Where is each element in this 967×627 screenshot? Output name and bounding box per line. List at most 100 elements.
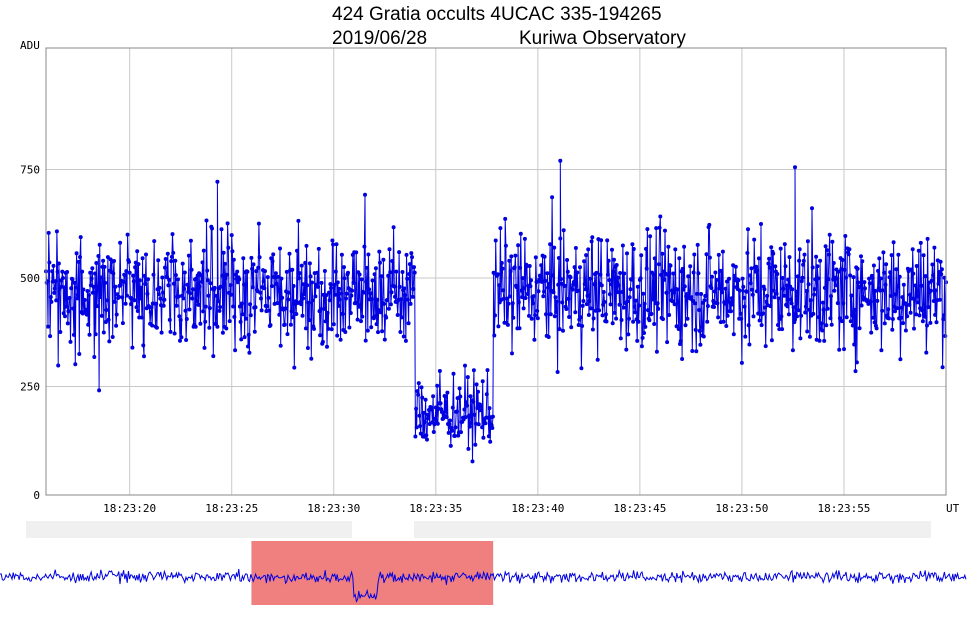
data-point (651, 272, 656, 277)
data-point (765, 293, 770, 298)
data-point (483, 421, 488, 426)
data-point (394, 269, 399, 274)
data-point (416, 392, 421, 397)
data-point (306, 300, 311, 305)
data-point (544, 312, 548, 317)
data-point (135, 249, 140, 254)
data-point (131, 273, 136, 278)
data-point (533, 255, 538, 260)
data-point (322, 306, 327, 311)
data-point (573, 310, 578, 315)
data-point (510, 301, 515, 306)
data-point (172, 331, 177, 336)
data-point (267, 308, 272, 313)
data-point (893, 309, 897, 314)
data-point (901, 282, 906, 287)
data-point (646, 308, 650, 313)
data-point (844, 275, 848, 280)
data-point (99, 313, 104, 318)
data-point (639, 253, 644, 258)
data-point (90, 266, 95, 271)
data-point (246, 344, 250, 349)
data-point (374, 322, 379, 327)
data-point (881, 250, 886, 255)
data-point (216, 299, 221, 304)
data-point (789, 301, 794, 306)
data-point (739, 360, 744, 365)
data-point (639, 344, 644, 349)
data-point (795, 314, 799, 319)
data-point (722, 301, 727, 306)
data-point (73, 362, 78, 367)
data-point (685, 316, 690, 321)
data-point (637, 303, 642, 308)
data-point (94, 261, 99, 265)
data-point (137, 278, 142, 283)
data-point (698, 342, 703, 347)
data-point (207, 306, 212, 311)
data-point (307, 261, 312, 266)
data-point (418, 424, 423, 428)
data-point (177, 314, 182, 319)
data-point (831, 261, 836, 265)
data-point (369, 297, 374, 301)
data-point (75, 296, 80, 301)
data-point (748, 281, 753, 286)
data-point (127, 270, 132, 275)
overview-strip[interactable] (0, 540, 967, 610)
data-point (627, 316, 631, 321)
scrollbar-right[interactable] (414, 521, 931, 538)
data-point (278, 343, 283, 348)
data-point (912, 297, 917, 302)
data-point (806, 282, 811, 287)
data-point (496, 324, 501, 329)
data-point (180, 261, 185, 266)
data-point (799, 279, 804, 284)
data-point (163, 265, 167, 270)
data-point (422, 420, 427, 424)
data-point (763, 344, 768, 349)
data-point (229, 233, 234, 238)
data-point (686, 274, 691, 279)
data-point (327, 290, 331, 295)
data-point (850, 323, 855, 328)
data-point (681, 287, 686, 292)
data-point (507, 258, 512, 263)
data-point (124, 269, 129, 274)
data-point (920, 319, 925, 324)
data-point (125, 232, 130, 237)
data-point (751, 314, 756, 319)
data-point (666, 244, 671, 249)
scrollbar-left[interactable] (26, 521, 352, 538)
data-point (376, 330, 380, 335)
data-point (823, 244, 828, 249)
data-point (437, 369, 442, 373)
data-point (344, 291, 349, 296)
data-point (342, 276, 347, 281)
data-point (97, 242, 102, 247)
data-point (898, 357, 903, 362)
data-point (830, 239, 835, 244)
data-point (50, 269, 55, 274)
overview-selection[interactable] (251, 541, 494, 605)
data-point (501, 288, 506, 293)
data-point (156, 292, 161, 297)
data-point (671, 271, 676, 276)
data-point (105, 298, 110, 303)
data-point (342, 265, 346, 270)
data-point (414, 425, 419, 430)
data-point (882, 270, 887, 275)
data-point (123, 301, 128, 306)
data-point (595, 357, 600, 362)
data-point (480, 425, 485, 430)
data-point (886, 307, 891, 312)
data-point (357, 272, 362, 277)
data-point (550, 195, 555, 200)
data-point (729, 296, 734, 301)
data-point (447, 422, 452, 427)
data-point (697, 328, 702, 333)
data-point (74, 251, 79, 256)
data-point (144, 252, 148, 257)
data-point (512, 265, 517, 270)
data-point (656, 306, 661, 311)
